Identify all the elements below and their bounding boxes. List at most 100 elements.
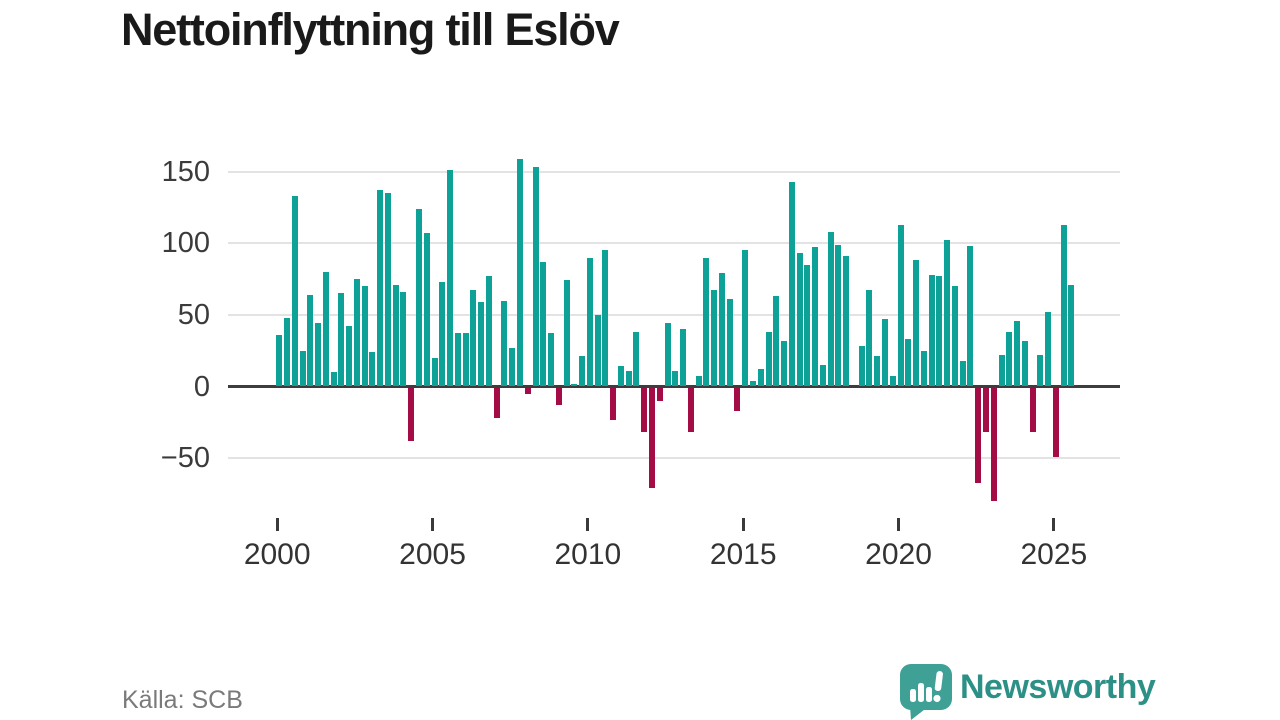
bar-positive: [587, 257, 593, 387]
bar-positive: [866, 290, 872, 387]
bar-positive: [890, 376, 896, 387]
source-label: Källa: SCB: [122, 686, 243, 714]
bar-negative: [991, 388, 997, 502]
bar-positive: [960, 360, 966, 387]
bar-positive: [696, 376, 702, 387]
bar-negative: [494, 388, 500, 419]
bar-negative: [649, 388, 655, 489]
bar-positive: [571, 383, 577, 387]
bar-positive: [1006, 332, 1012, 387]
bar-negative: [641, 388, 647, 433]
y-axis-label: 150: [161, 155, 210, 188]
bar-positive: [820, 365, 826, 387]
bar-positive: [533, 167, 539, 387]
bar-positive: [1061, 224, 1067, 387]
bar-positive: [874, 356, 880, 387]
bar-positive: [797, 253, 803, 387]
bar-positive: [742, 250, 748, 387]
bar-negative: [983, 388, 989, 433]
bar-positive: [665, 323, 671, 387]
x-axis-tick: [586, 518, 590, 531]
chart-title: Nettoinflyttning till Eslöv: [121, 4, 620, 55]
bar-positive: [944, 240, 950, 387]
bar-negative: [1030, 388, 1036, 433]
x-axis-label: 2005: [399, 538, 466, 571]
bar-positive: [789, 181, 795, 387]
bar-positive: [300, 350, 306, 387]
bar-positive: [432, 357, 438, 387]
bar-positive: [362, 286, 368, 387]
bar-positive: [936, 276, 942, 387]
y-axis-label: −50: [160, 442, 210, 475]
bar-negative: [525, 388, 531, 394]
bar-negative: [610, 388, 616, 420]
bar-positive: [633, 332, 639, 387]
x-axis-label: 2000: [243, 538, 311, 571]
bar-positive: [447, 170, 453, 387]
bar-positive: [626, 370, 632, 387]
bar-positive: [913, 260, 919, 387]
bar-positive: [369, 352, 375, 387]
newsworthy-icon: [900, 664, 952, 720]
x-axis-tick: [275, 518, 279, 531]
bar-positive: [486, 276, 492, 387]
x-axis-label: 2020: [865, 538, 932, 571]
bar-positive: [952, 286, 958, 387]
bar-positive: [579, 356, 585, 387]
bar-positive: [1037, 354, 1043, 387]
bar-positive: [393, 284, 399, 387]
bar-negative: [556, 388, 562, 406]
bar-positive: [812, 247, 818, 387]
x-axis-label: 2025: [1020, 538, 1088, 571]
bar-positive: [758, 369, 764, 387]
bar-positive: [385, 193, 391, 387]
bar-positive: [967, 246, 973, 387]
bar-positive: [719, 273, 725, 387]
newsworthy-logo: Newsworthy: [898, 662, 1158, 720]
bar-positive: [781, 340, 787, 387]
bar-positive: [727, 299, 733, 387]
bar-positive: [595, 314, 601, 387]
bar-positive: [478, 301, 484, 387]
bar-positive: [540, 261, 546, 387]
y-axis-label: 100: [161, 227, 210, 260]
bar-positive: [377, 190, 383, 387]
bar-positive: [804, 264, 810, 387]
x-axis-label: 2015: [709, 538, 777, 571]
y-axis-label: 0: [193, 370, 210, 403]
bar-positive: [905, 339, 911, 387]
bar-positive: [315, 323, 321, 387]
bar-negative: [688, 388, 694, 433]
bar-positive: [602, 250, 608, 387]
bar-positive: [564, 280, 570, 387]
x-axis-label: 2010: [554, 538, 622, 571]
bar-negative: [734, 388, 740, 411]
bar-positive: [1014, 320, 1020, 387]
bar-positive: [455, 333, 461, 387]
gridline: [228, 242, 1120, 245]
bar-positive: [898, 224, 904, 387]
bar-positive: [548, 333, 554, 387]
bar-positive: [882, 319, 888, 387]
bar-positive: [828, 231, 834, 387]
bar-positive: [835, 244, 841, 387]
bar-positive: [416, 208, 422, 387]
bar-positive: [346, 326, 352, 387]
bar-positive: [859, 346, 865, 387]
bar-negative: [657, 388, 663, 401]
x-axis-tick: [431, 518, 435, 531]
bar-positive: [331, 372, 337, 387]
bar-positive: [750, 380, 756, 387]
newsworthy-wordmark: Newsworthy: [960, 668, 1156, 706]
bar-positive: [276, 334, 282, 387]
bar-positive: [921, 350, 927, 387]
bar-positive: [400, 291, 406, 387]
bar-positive: [618, 366, 624, 387]
y-axis-label: 50: [177, 298, 210, 331]
bar-positive: [672, 370, 678, 387]
bar-positive: [284, 317, 290, 387]
bar-positive: [338, 293, 344, 387]
bar-negative: [1053, 388, 1059, 457]
bar-positive: [766, 332, 772, 387]
bar-positive: [424, 233, 430, 387]
